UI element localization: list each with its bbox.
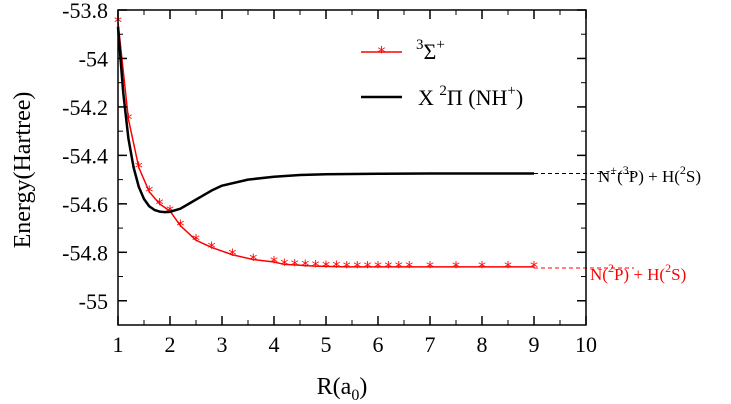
data-point-sigma: * <box>192 231 200 250</box>
asymptote-label-nplus: N+(3P) + H(2S) <box>598 163 701 186</box>
x-axis-label: R(a0) <box>317 374 368 404</box>
x-tick-label: 8 <box>477 332 488 357</box>
y-tick-label: -55 <box>79 289 108 314</box>
data-point-sigma: * <box>270 253 278 272</box>
y-tick-label: -54.6 <box>62 192 108 217</box>
legend-marker-sigma: * <box>378 43 386 62</box>
data-point-sigma: * <box>426 257 434 276</box>
data-point-sigma: * <box>322 257 330 276</box>
x-tick-label: 9 <box>529 332 540 357</box>
data-point-sigma: * <box>374 257 382 276</box>
x-tick-label: 7 <box>425 332 436 357</box>
data-point-sigma: * <box>405 257 413 276</box>
data-point-sigma: * <box>280 255 288 274</box>
legend-label-sigma: 3Σ+ <box>416 37 445 64</box>
data-point-sigma: * <box>156 194 164 213</box>
y-axis-label: Energy(Hartree) <box>10 92 36 249</box>
x-tick-label: 6 <box>373 332 384 357</box>
data-point-sigma: * <box>176 216 184 235</box>
x-tick-label: 4 <box>269 332 280 357</box>
legend: * 3Σ+ X 2Π (NH+) <box>361 37 523 110</box>
y-tick-label: -53.8 <box>62 0 108 23</box>
x-tick-label: 5 <box>321 332 332 357</box>
plot-area: ***** *** * * * * * * * * * * * * * * * * * * * * * * <box>114 13 538 277</box>
asymptote-lines <box>534 173 634 269</box>
legend-entry-sigma: * 3Σ+ <box>361 37 445 64</box>
series-line-pi <box>116 26 534 214</box>
data-point-sigma: * <box>504 257 512 276</box>
data-point-sigma: * <box>145 182 153 201</box>
data-point-sigma: * <box>478 257 486 276</box>
data-point-sigma: * <box>291 255 299 274</box>
data-point-sigma: * <box>135 158 143 177</box>
data-point-sigma: * <box>395 257 403 276</box>
data-point-sigma: * <box>343 257 351 276</box>
data-point-sigma: * <box>208 238 216 257</box>
data-point-sigma: * <box>228 245 236 264</box>
data-point-sigma: * <box>332 257 340 276</box>
data-point-sigma: * <box>353 257 361 276</box>
data-point-sigma: * <box>249 250 257 269</box>
y-tick-label: -54.8 <box>62 240 108 265</box>
x-tick-label: 10 <box>575 332 597 357</box>
x-tick-label: 3 <box>217 332 228 357</box>
legend-entry-pi: X 2Π (NH+) <box>361 83 523 110</box>
data-point-sigma: * <box>312 257 320 276</box>
y-tick-label: -54.2 <box>62 95 108 120</box>
data-point-sigma: * <box>384 257 392 276</box>
x-tick-label: 2 <box>165 332 176 357</box>
y-tick-label: -54.4 <box>62 143 108 168</box>
asymptote-label-n: N(2P) + H(2S) <box>590 261 686 284</box>
x-tick-label: 1 <box>113 332 124 357</box>
data-point-sigma: * <box>530 257 538 276</box>
legend-label-pi: X 2Π (NH+) <box>418 83 523 110</box>
tick-labels: 1 2 3 4 5 6 7 8 9 10 -55 -54.8 -54.6 -54.4 -54.2 -54 -53… <box>62 0 597 357</box>
data-point-sigma: * <box>364 257 372 276</box>
plot-frame <box>117 9 587 326</box>
data-point-sigma: * <box>124 110 132 129</box>
data-point-sigma: * <box>301 256 309 275</box>
y-tick-label: -54 <box>79 46 108 71</box>
series-line-sigma <box>117 22 534 268</box>
axis-ticks <box>117 9 587 326</box>
data-point-sigma: * <box>452 257 460 276</box>
